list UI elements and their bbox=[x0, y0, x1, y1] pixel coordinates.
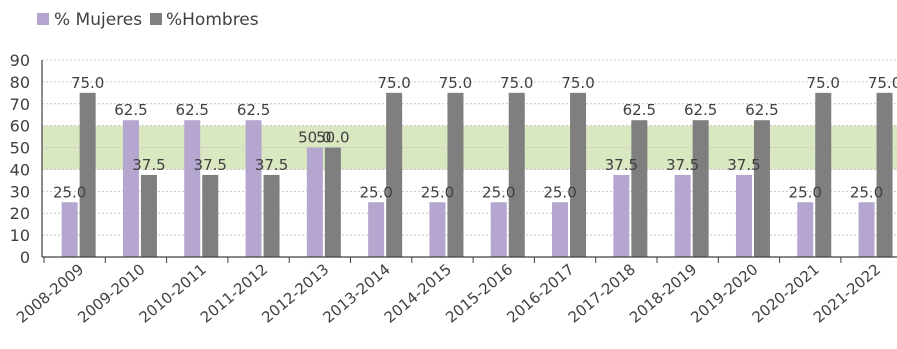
data-label-hombres: 62.5 bbox=[684, 101, 717, 119]
x-category-label: 2015-2016 bbox=[442, 260, 516, 326]
bar-hombres bbox=[324, 147, 341, 257]
data-label-mujeres: 25.0 bbox=[789, 183, 822, 201]
bar-hombres bbox=[140, 174, 157, 257]
bar-hombres bbox=[447, 92, 464, 257]
bar-hombres bbox=[263, 174, 280, 257]
x-category-label: 2021-2022 bbox=[810, 260, 884, 326]
x-category-label: 2009-2010 bbox=[74, 260, 148, 326]
data-label-hombres: 62.5 bbox=[623, 101, 656, 119]
x-category-label: 2011-2012 bbox=[197, 260, 271, 326]
y-tick-label: 30 bbox=[10, 182, 30, 201]
data-label-hombres: 37.5 bbox=[255, 156, 288, 174]
data-label-mujeres: 25.0 bbox=[359, 183, 392, 201]
bar-mujeres bbox=[122, 120, 139, 257]
bar-hombres bbox=[386, 92, 403, 257]
data-label-hombres: 75.0 bbox=[500, 74, 533, 92]
x-category-label: 2010-2011 bbox=[136, 260, 210, 326]
data-label-mujeres: 25.0 bbox=[543, 183, 576, 201]
data-label-mujeres: 62.5 bbox=[237, 101, 270, 119]
data-labels-layer: 25.0 75.0 62.5 37.5 62.5 37.5 62.5 37.5 50.050.0… bbox=[53, 74, 897, 201]
bar-mujeres bbox=[429, 202, 446, 257]
x-category-label: 2014-2015 bbox=[381, 260, 455, 326]
bar-mujeres bbox=[858, 202, 875, 257]
bar-mujeres bbox=[490, 202, 507, 257]
y-tick-label: 20 bbox=[10, 204, 30, 223]
bar-hombres bbox=[79, 92, 96, 257]
bar-mujeres bbox=[797, 202, 814, 257]
y-tick-label: 70 bbox=[10, 95, 30, 114]
data-label-mujeres: 25.0 bbox=[53, 183, 86, 201]
bar-mujeres bbox=[61, 202, 78, 257]
bar-hombres bbox=[570, 92, 587, 257]
bar-mujeres bbox=[735, 174, 752, 257]
x-category-label: 2013-2014 bbox=[320, 260, 394, 326]
y-tick-label: 10 bbox=[10, 226, 30, 245]
bar-hombres bbox=[202, 174, 219, 257]
data-label-hombres: 75.0 bbox=[561, 74, 594, 92]
y-tick-label: 40 bbox=[10, 160, 30, 179]
x-category-label: 2018-2019 bbox=[626, 260, 700, 326]
x-category-label: 2017-2018 bbox=[565, 260, 639, 326]
y-tick-label: 80 bbox=[10, 73, 30, 92]
legend-swatch-mujeres bbox=[37, 13, 49, 25]
data-label-mujeres: 37.5 bbox=[727, 156, 760, 174]
legend-label-mujeres: % Mujeres bbox=[54, 10, 142, 30]
bar-hombres bbox=[753, 120, 770, 257]
data-label-hombres: 75.0 bbox=[71, 74, 104, 92]
bar-hombres bbox=[692, 120, 709, 257]
y-tick-label: 90 bbox=[10, 51, 30, 70]
data-label-hombres: 75.0 bbox=[807, 74, 840, 92]
bar-mujeres bbox=[306, 147, 323, 257]
data-label-mujeres: 25.0 bbox=[482, 183, 515, 201]
bar-mujeres bbox=[184, 120, 201, 257]
y-tick-label: 60 bbox=[10, 117, 30, 136]
data-label-mujeres: 25.0 bbox=[421, 183, 454, 201]
data-label-hombres: 62.5 bbox=[745, 101, 778, 119]
data-label-mujeres: 37.5 bbox=[605, 156, 638, 174]
data-label-mujeres: 62.5 bbox=[176, 101, 209, 119]
bars-layer bbox=[61, 92, 893, 257]
x-category-label: 2020-2021 bbox=[749, 260, 823, 326]
data-label-mujeres: 50.0 bbox=[298, 129, 331, 147]
data-label-hombres: 75.0 bbox=[377, 74, 410, 92]
x-category-label: 2019-2020 bbox=[687, 260, 761, 326]
y-tick-label: 0 bbox=[20, 248, 30, 267]
x-category-label: 2012-2013 bbox=[258, 260, 332, 326]
data-label-hombres: 37.5 bbox=[132, 156, 165, 174]
bar-mujeres bbox=[674, 174, 691, 257]
data-label-hombres: 37.5 bbox=[194, 156, 227, 174]
bar-mujeres bbox=[368, 202, 385, 257]
data-label-mujeres: 25.0 bbox=[850, 183, 883, 201]
data-label-hombres: 50.0 bbox=[316, 129, 349, 147]
y-tick-label: 50 bbox=[10, 139, 30, 158]
legend: % Mujeres %Hombres bbox=[37, 10, 259, 30]
bar-mujeres bbox=[245, 120, 262, 257]
data-label-mujeres: 62.5 bbox=[114, 101, 147, 119]
bar-mujeres bbox=[613, 174, 630, 257]
x-category-label: 2008-2009 bbox=[13, 260, 87, 326]
bar-mujeres bbox=[552, 202, 569, 257]
data-label-hombres: 75.0 bbox=[868, 74, 897, 92]
bar-hombres bbox=[815, 92, 832, 257]
bar-hombres bbox=[631, 120, 648, 257]
data-label-hombres: 75.0 bbox=[439, 74, 472, 92]
legend-label-hombres: %Hombres bbox=[166, 10, 259, 30]
bar-hombres bbox=[508, 92, 525, 257]
bar-hombres bbox=[876, 92, 893, 257]
data-label-mujeres: 37.5 bbox=[666, 156, 699, 174]
x-category-label: 2016-2017 bbox=[503, 260, 577, 326]
legend-swatch-hombres bbox=[150, 13, 162, 25]
